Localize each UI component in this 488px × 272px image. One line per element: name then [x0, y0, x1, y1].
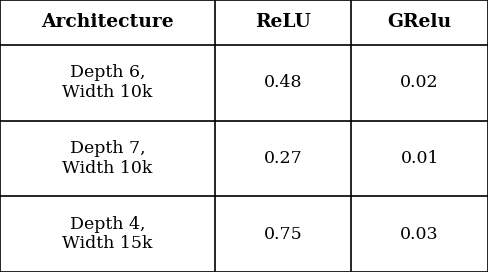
Text: Depth 4,
Width 15k: Depth 4, Width 15k [62, 216, 153, 252]
Text: Architecture: Architecture [41, 13, 174, 32]
Text: 0.48: 0.48 [264, 74, 302, 91]
Text: 0.02: 0.02 [400, 74, 439, 91]
Text: 0.01: 0.01 [401, 150, 439, 167]
Text: 0.75: 0.75 [264, 226, 303, 243]
Text: 0.03: 0.03 [400, 226, 439, 243]
Text: ReLU: ReLU [255, 13, 311, 32]
Text: Depth 7,
Width 10k: Depth 7, Width 10k [62, 140, 153, 177]
Text: Depth 6,
Width 10k: Depth 6, Width 10k [62, 64, 153, 101]
Text: 0.27: 0.27 [264, 150, 303, 167]
Text: GRelu: GRelu [387, 13, 452, 32]
